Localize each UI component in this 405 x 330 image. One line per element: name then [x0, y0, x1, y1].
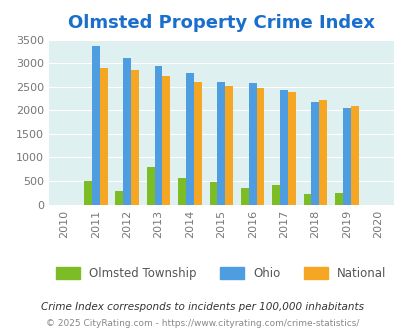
- Bar: [92, 46, 100, 205]
- Bar: [303, 194, 311, 205]
- Bar: [350, 106, 358, 205]
- Bar: [217, 82, 225, 205]
- Text: Crime Index corresponds to incidents per 100,000 inhabitants: Crime Index corresponds to incidents per…: [41, 302, 364, 312]
- Bar: [100, 68, 107, 205]
- Bar: [272, 185, 279, 205]
- Bar: [240, 188, 248, 205]
- Legend: Olmsted Township, Ohio, National: Olmsted Township, Ohio, National: [51, 262, 390, 284]
- Bar: [178, 178, 185, 205]
- Bar: [311, 102, 318, 205]
- Title: Olmsted Property Crime Index: Olmsted Property Crime Index: [68, 15, 374, 32]
- Bar: [115, 191, 123, 205]
- Bar: [84, 181, 92, 205]
- Bar: [162, 76, 170, 205]
- Bar: [154, 66, 162, 205]
- Bar: [342, 108, 350, 205]
- Bar: [287, 92, 295, 205]
- Bar: [225, 86, 232, 205]
- Bar: [146, 167, 154, 205]
- Text: © 2025 CityRating.com - https://www.cityrating.com/crime-statistics/: © 2025 CityRating.com - https://www.city…: [46, 319, 359, 328]
- Bar: [279, 90, 287, 205]
- Bar: [256, 88, 264, 205]
- Bar: [131, 70, 139, 205]
- Bar: [334, 193, 342, 205]
- Bar: [193, 82, 201, 205]
- Bar: [209, 182, 217, 205]
- Bar: [318, 100, 326, 205]
- Bar: [248, 83, 256, 205]
- Bar: [123, 58, 131, 205]
- Bar: [185, 73, 193, 205]
